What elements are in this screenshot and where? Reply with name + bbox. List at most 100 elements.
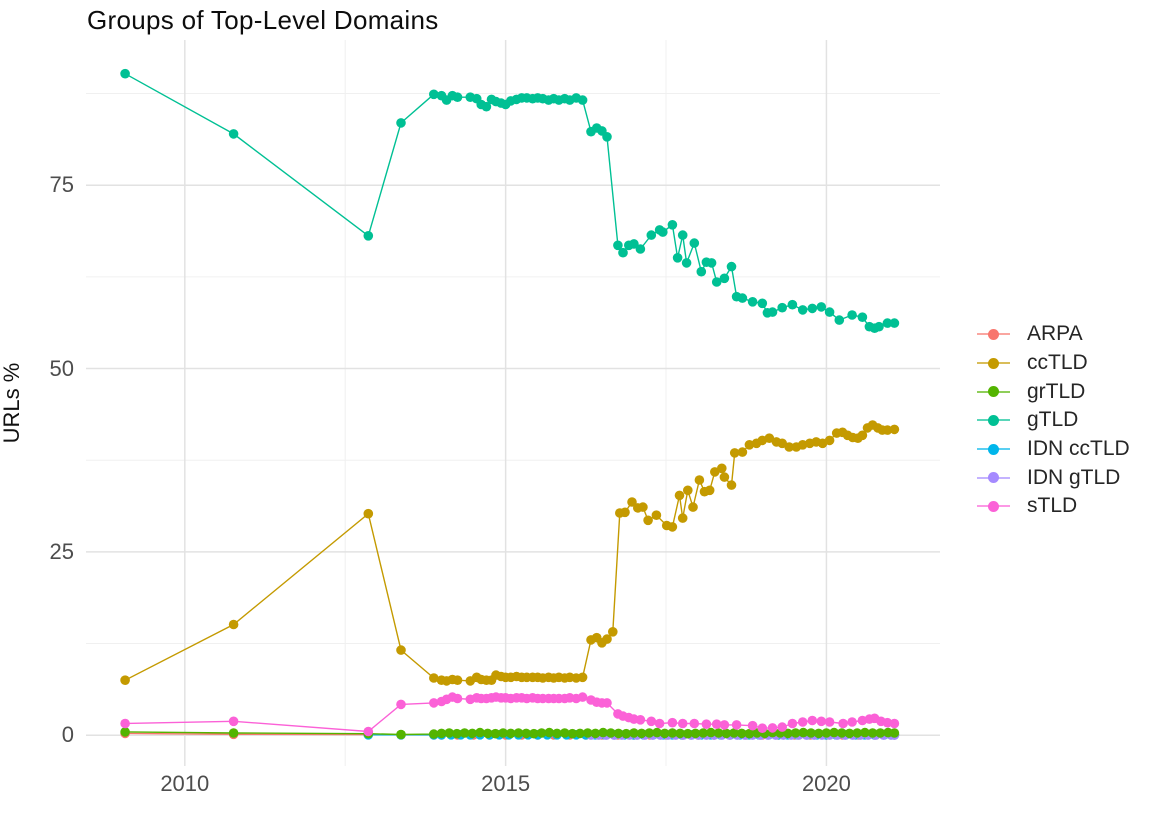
data-point-grTLD xyxy=(459,728,470,738)
data-point-sTLD xyxy=(757,723,768,733)
legend-marker-icon xyxy=(977,328,1010,340)
data-point-grTLD xyxy=(582,728,593,738)
data-point-sTLD xyxy=(797,717,808,727)
legend-marker-icon xyxy=(977,500,1010,512)
data-point-gTLD xyxy=(857,312,868,323)
data-point-grTLD xyxy=(690,728,701,739)
data-point-sTLD xyxy=(882,717,893,728)
data-point-gTLD xyxy=(882,318,893,328)
data-point-grTLD xyxy=(452,728,462,739)
data-point-ccTLD xyxy=(627,497,637,507)
legend-item-gTLD: gTLD xyxy=(977,406,1130,435)
data-point-ccTLD xyxy=(620,507,630,518)
data-point-gTLD xyxy=(777,302,787,313)
data-point-sTLD xyxy=(889,718,900,729)
data-point-sTLD xyxy=(747,720,758,731)
data-point-grTLD xyxy=(559,728,570,738)
data-point-sTLD xyxy=(228,716,239,727)
data-point-sTLD xyxy=(646,716,657,727)
data-point-sTLD xyxy=(777,722,787,732)
legend-label: ARPA xyxy=(1027,322,1083,346)
data-point-grTLD xyxy=(821,728,832,738)
data-point-gTLD xyxy=(706,258,717,268)
data-point-gTLD xyxy=(602,132,612,142)
data-point-grTLD xyxy=(706,727,716,738)
data-point-ccTLD xyxy=(602,634,612,644)
legend-label: gTLD xyxy=(1027,408,1079,432)
data-point-grTLD xyxy=(613,728,624,739)
data-point-gTLD xyxy=(120,68,130,79)
data-point-grTLD xyxy=(444,728,455,738)
data-point-ccTLD xyxy=(452,675,463,685)
data-point-grTLD xyxy=(860,727,870,738)
legend-item-ARPA: ARPA xyxy=(977,320,1130,349)
data-point-grTLD xyxy=(544,727,555,738)
data-point-ccTLD xyxy=(667,522,678,532)
data-point-sTLD xyxy=(120,718,130,729)
legend-dot-icon xyxy=(988,414,999,426)
data-point-grTLD xyxy=(228,728,239,738)
legend-item-IDN-gTLD: IDN gTLD xyxy=(977,463,1130,492)
data-point-gTLD xyxy=(672,252,683,263)
data-point-gTLD xyxy=(807,303,818,314)
data-point-gTLD xyxy=(696,266,707,277)
data-point-sTLD xyxy=(363,726,374,737)
data-point-gTLD xyxy=(613,240,623,251)
data-point-gTLD xyxy=(874,321,884,332)
data-point-grTLD xyxy=(575,728,585,739)
data-point-gTLD xyxy=(767,307,778,317)
x-tick-label: 2010 xyxy=(160,771,210,796)
data-point-grTLD xyxy=(698,728,708,738)
data-point-gTLD xyxy=(658,227,668,237)
legend-dot-icon xyxy=(988,328,999,340)
legend-label: ccTLD xyxy=(1027,351,1088,375)
legend-marker-icon xyxy=(977,443,1010,455)
legend-item-grTLD: grTLD xyxy=(977,377,1130,406)
data-point-sTLD xyxy=(787,718,798,729)
x-tick-label: 2020 xyxy=(801,771,851,796)
data-point-ccTLD xyxy=(889,424,900,435)
data-point-grTLD xyxy=(798,727,809,738)
data-point-sTLD xyxy=(719,720,730,730)
data-point-grTLD xyxy=(436,728,447,739)
data-point-gTLD xyxy=(646,230,657,240)
data-point-grTLD xyxy=(567,728,578,739)
data-point-sTLD xyxy=(731,720,742,730)
data-point-sTLD xyxy=(429,698,439,708)
data-point-ccTLD xyxy=(577,672,588,683)
data-point-sTLD xyxy=(807,715,818,726)
data-point-gTLD xyxy=(481,101,492,112)
data-point-sTLD xyxy=(602,698,612,708)
legend: ARPA ccTLD grTLD gTLD IDN ccTLD IDN gTLD sTLD xyxy=(977,320,1130,521)
data-point-ccTLD xyxy=(688,502,698,512)
data-point-grTLD xyxy=(536,728,547,738)
data-point-gTLD xyxy=(787,299,798,310)
data-point-grTLD xyxy=(844,728,855,739)
data-point-ccTLD xyxy=(717,463,727,474)
data-point-ccTLD xyxy=(643,515,653,526)
data-point-gTLD xyxy=(834,315,845,325)
data-point-ccTLD xyxy=(764,433,775,444)
data-point-sTLD xyxy=(452,693,463,704)
data-point-grTLD xyxy=(629,728,639,738)
series-line-ccTLD xyxy=(124,424,895,682)
y-tick-label: 75 xyxy=(49,172,74,198)
data-point-gTLD xyxy=(711,277,722,287)
legend-marker-icon xyxy=(977,386,1010,398)
data-point-sTLD xyxy=(701,719,712,729)
legend-item-IDN-ccTLD: IDN ccTLD xyxy=(977,435,1130,464)
data-point-ccTLD xyxy=(824,435,835,446)
legend-dot-icon xyxy=(988,386,999,398)
data-point-grTLD xyxy=(506,728,516,739)
data-point-gTLD xyxy=(847,310,857,320)
legend-item-ccTLD: ccTLD xyxy=(977,349,1130,378)
legend-dot-icon xyxy=(988,500,999,512)
data-point-grTLD xyxy=(889,728,900,738)
x-tick-label: 2015 xyxy=(481,771,531,796)
data-point-ccTLD xyxy=(882,425,893,435)
data-point-grTLD xyxy=(429,729,439,739)
data-point-gTLD xyxy=(677,230,688,240)
data-point-grTLD xyxy=(636,728,647,739)
data-point-ccTLD xyxy=(737,447,748,457)
